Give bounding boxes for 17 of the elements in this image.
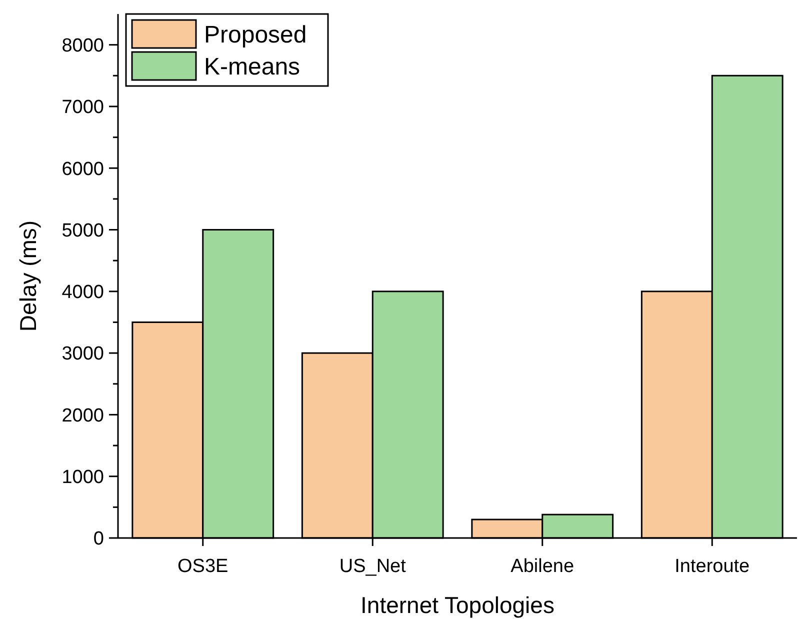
y-tick-label: 2000 — [62, 405, 104, 426]
legend-label: K-means — [204, 53, 300, 80]
x-tick-label: Abilene — [510, 556, 574, 577]
y-tick-label: 5000 — [62, 220, 104, 242]
x-tick-label: US_Net — [339, 556, 407, 577]
y-tick-label: 4000 — [62, 282, 104, 304]
y-tick-label: 1000 — [62, 467, 104, 488]
y-tick-label: 0 — [93, 528, 104, 550]
x-tick-label: OS3E — [178, 556, 228, 577]
x-tick-label: Interoute — [674, 556, 750, 577]
y-tick-label: 6000 — [62, 158, 104, 180]
legend-label: Proposed — [204, 21, 307, 48]
y-tick-label: 8000 — [62, 35, 104, 56]
y-tick-label: 7000 — [62, 97, 104, 118]
y-axis-title: Delay (ms) — [15, 220, 41, 332]
x-axis-title: Internet Topologies — [360, 592, 554, 618]
y-tick-label: 3000 — [62, 344, 104, 365]
